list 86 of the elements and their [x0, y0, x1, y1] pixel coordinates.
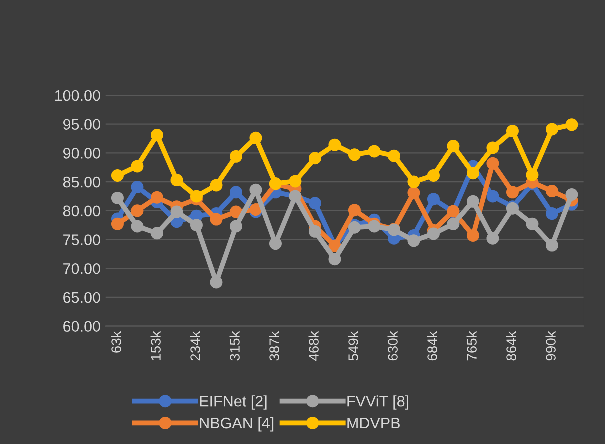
point — [131, 220, 144, 233]
point — [408, 234, 420, 248]
point — [566, 118, 578, 132]
point — [170, 174, 184, 187]
x-tick-label: 990k — [546, 331, 556, 361]
point — [328, 138, 342, 152]
point — [308, 225, 322, 238]
legend-label: EIFNet [2] — [200, 396, 267, 410]
point — [308, 152, 322, 165]
point — [230, 150, 242, 163]
y-tick-label: 90.00 — [64, 148, 100, 159]
y-tick-label: 60.00 — [64, 321, 100, 332]
point — [131, 180, 144, 194]
point — [408, 186, 420, 200]
point — [546, 185, 558, 198]
point — [566, 188, 578, 201]
point — [190, 190, 203, 203]
point — [348, 204, 361, 217]
point — [466, 195, 480, 208]
y-tick-label: 95.00 — [64, 119, 100, 130]
point — [447, 140, 460, 153]
point — [150, 227, 164, 240]
y-tick-label: 70.00 — [64, 263, 100, 274]
point — [546, 208, 558, 220]
y-tick-label: 75.00 — [64, 234, 100, 246]
y-tick-label: 85.00 — [63, 176, 100, 188]
point — [111, 218, 124, 230]
point — [269, 238, 282, 250]
x-tick-label: 153k — [150, 331, 161, 360]
point — [526, 218, 539, 230]
point — [289, 175, 302, 188]
point — [150, 191, 164, 204]
point — [230, 220, 242, 233]
point — [328, 253, 342, 266]
x-tick-label: 468k — [308, 331, 319, 361]
point — [408, 176, 420, 188]
point — [250, 203, 262, 216]
x-tick-label: 234k — [190, 331, 200, 361]
y-tick-label: 80.00 — [63, 206, 100, 217]
x-tick-label: 630k — [388, 331, 398, 361]
point — [210, 213, 223, 226]
point — [466, 167, 480, 180]
point — [546, 123, 558, 136]
legend-label: FVViT [8] — [348, 396, 408, 410]
legend-label: MDVPB — [348, 418, 400, 429]
point — [250, 184, 262, 196]
x-tick-label: 315k — [230, 331, 240, 361]
point — [466, 229, 480, 242]
point — [111, 169, 124, 182]
point — [348, 148, 361, 162]
x-tick-label: 684k — [427, 331, 438, 361]
point — [230, 206, 242, 218]
point — [546, 239, 558, 252]
point — [308, 197, 322, 210]
point — [190, 219, 203, 232]
point — [427, 169, 440, 182]
point — [210, 179, 223, 192]
point — [486, 142, 500, 154]
point — [150, 129, 164, 142]
point — [170, 206, 184, 218]
x-tick-label: 765k — [466, 331, 477, 361]
point — [486, 190, 500, 203]
x-tick-label: 549k — [348, 331, 358, 361]
point — [447, 218, 460, 230]
point — [427, 228, 440, 240]
point — [486, 232, 500, 245]
point — [388, 150, 400, 162]
point — [506, 186, 519, 199]
point — [486, 157, 500, 170]
point — [131, 160, 144, 173]
point — [427, 193, 440, 206]
y-tick-label: 100.00 — [55, 90, 100, 102]
point — [368, 220, 381, 233]
point — [131, 204, 144, 218]
x-tick-label: 387k — [269, 331, 280, 361]
point — [368, 145, 381, 158]
point — [230, 186, 242, 199]
x-tick-label: 63k — [111, 331, 122, 353]
point — [250, 132, 262, 144]
y-tick-label: 65.00 — [64, 292, 100, 304]
legend-label: NBGAN [4] — [200, 417, 274, 432]
point — [210, 276, 223, 289]
point — [506, 124, 519, 138]
x-tick-label: 864k — [506, 331, 516, 361]
point — [111, 192, 124, 204]
point — [526, 168, 539, 182]
